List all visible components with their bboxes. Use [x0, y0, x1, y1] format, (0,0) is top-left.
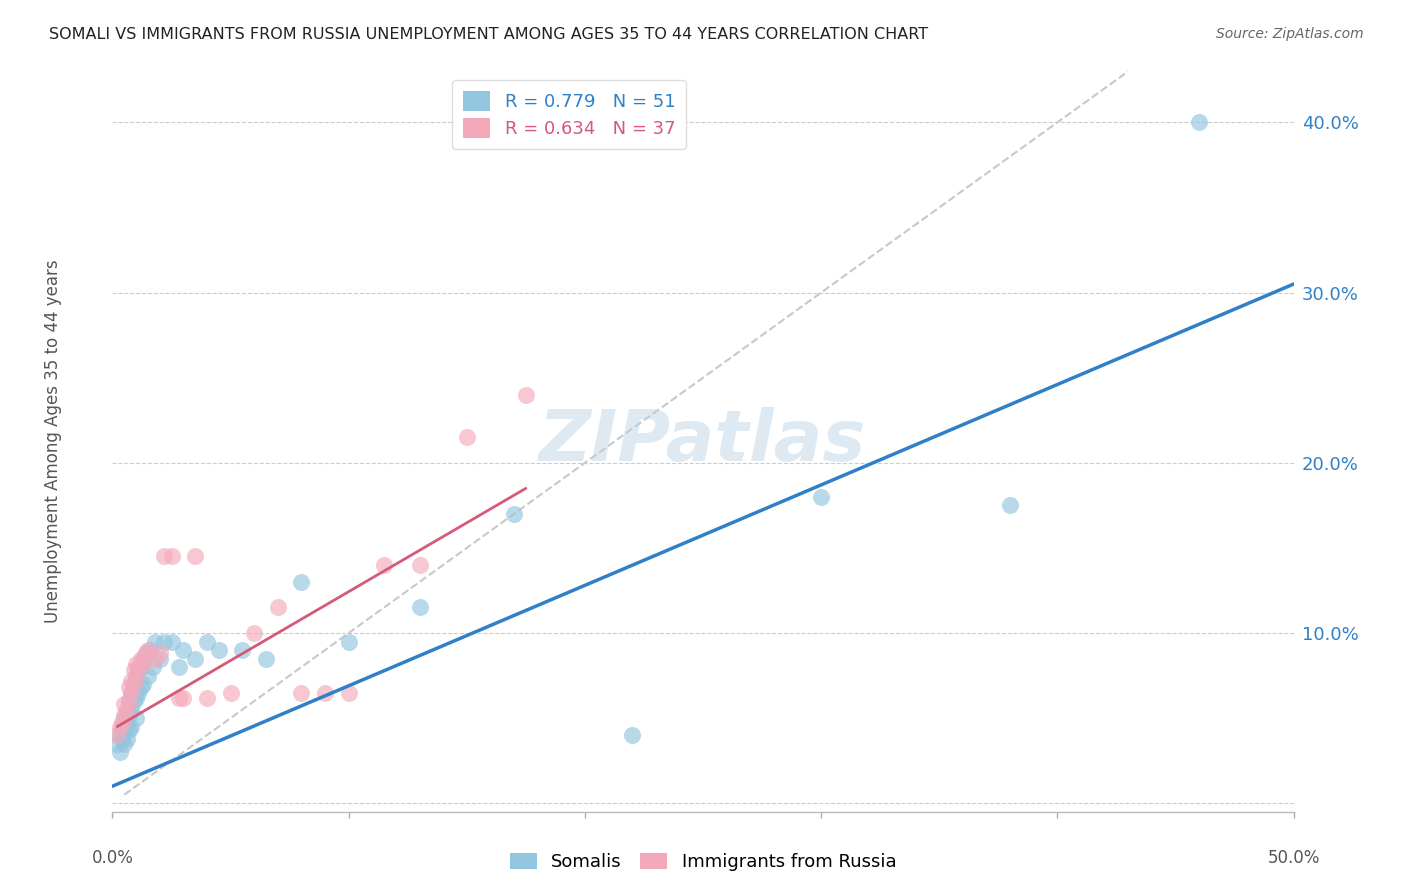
- Point: [125, 657, 148, 671]
- Point: [195, 634, 218, 648]
- Point: [408, 558, 430, 572]
- Point: [108, 745, 131, 759]
- Text: Unemployment Among Ages 35 to 44 years: Unemployment Among Ages 35 to 44 years: [45, 260, 62, 624]
- Point: [118, 707, 141, 722]
- Point: [142, 660, 165, 674]
- Point: [172, 643, 194, 657]
- Point: [267, 600, 290, 615]
- Point: [195, 690, 218, 705]
- Point: [456, 430, 478, 444]
- Point: [129, 681, 152, 695]
- Point: [135, 647, 157, 661]
- Point: [172, 690, 194, 705]
- Point: [129, 660, 152, 674]
- Point: [184, 549, 207, 564]
- Point: [122, 677, 145, 691]
- Point: [127, 660, 149, 674]
- Point: [373, 558, 395, 572]
- Point: [1188, 115, 1211, 129]
- Point: [998, 499, 1021, 513]
- Point: [108, 720, 131, 734]
- Point: [112, 707, 135, 722]
- Text: 0.0%: 0.0%: [91, 849, 134, 867]
- Point: [231, 643, 253, 657]
- Point: [118, 694, 141, 708]
- Point: [125, 668, 148, 682]
- Text: ZIPatlas: ZIPatlas: [540, 407, 866, 476]
- Point: [118, 681, 141, 695]
- Point: [105, 728, 128, 742]
- Point: [120, 703, 142, 717]
- Point: [136, 668, 159, 682]
- Point: [167, 690, 190, 705]
- Point: [118, 694, 141, 708]
- Point: [118, 723, 141, 737]
- Point: [120, 720, 142, 734]
- Point: [149, 651, 172, 665]
- Point: [219, 685, 242, 699]
- Point: [112, 724, 135, 739]
- Point: [135, 647, 157, 661]
- Point: [125, 690, 148, 705]
- Point: [115, 703, 138, 717]
- Point: [125, 668, 148, 682]
- Point: [337, 685, 360, 699]
- Point: [112, 698, 135, 712]
- Point: [184, 651, 207, 665]
- Point: [112, 711, 135, 725]
- Legend: Somalis, Immigrants from Russia: Somalis, Immigrants from Russia: [502, 846, 904, 879]
- Point: [127, 685, 149, 699]
- Point: [314, 685, 336, 699]
- Point: [120, 685, 142, 699]
- Point: [115, 720, 138, 734]
- Point: [153, 634, 176, 648]
- Point: [136, 643, 159, 657]
- Point: [115, 703, 138, 717]
- Point: [108, 728, 131, 742]
- Point: [503, 507, 526, 521]
- Point: [111, 720, 134, 734]
- Legend: R = 0.779   N = 51, R = 0.634   N = 37: R = 0.779 N = 51, R = 0.634 N = 37: [453, 80, 686, 149]
- Point: [167, 660, 190, 674]
- Point: [290, 574, 312, 589]
- Point: [132, 677, 155, 691]
- Point: [243, 626, 266, 640]
- Point: [120, 673, 142, 688]
- Point: [143, 651, 166, 665]
- Point: [115, 731, 138, 746]
- Point: [149, 647, 172, 661]
- Point: [160, 634, 183, 648]
- Text: 50.0%: 50.0%: [1267, 849, 1320, 867]
- Point: [111, 714, 134, 729]
- Point: [125, 711, 148, 725]
- Point: [810, 490, 832, 504]
- Text: Source: ZipAtlas.com: Source: ZipAtlas.com: [1216, 27, 1364, 41]
- Point: [290, 685, 312, 699]
- Point: [122, 664, 145, 678]
- Point: [132, 657, 155, 671]
- Point: [208, 643, 231, 657]
- Point: [122, 677, 145, 691]
- Point: [122, 694, 145, 708]
- Point: [143, 634, 166, 648]
- Point: [337, 634, 360, 648]
- Text: SOMALI VS IMMIGRANTS FROM RUSSIA UNEMPLOYMENT AMONG AGES 35 TO 44 YEARS CORRELAT: SOMALI VS IMMIGRANTS FROM RUSSIA UNEMPLO…: [49, 27, 928, 42]
- Point: [111, 731, 134, 746]
- Point: [160, 549, 183, 564]
- Point: [254, 651, 277, 665]
- Point: [129, 651, 152, 665]
- Point: [120, 685, 142, 699]
- Point: [621, 728, 644, 742]
- Point: [408, 600, 430, 615]
- Point: [153, 549, 176, 564]
- Point: [127, 664, 149, 678]
- Point: [112, 737, 135, 751]
- Point: [105, 737, 128, 751]
- Point: [132, 651, 155, 665]
- Point: [139, 643, 162, 657]
- Point: [515, 388, 537, 402]
